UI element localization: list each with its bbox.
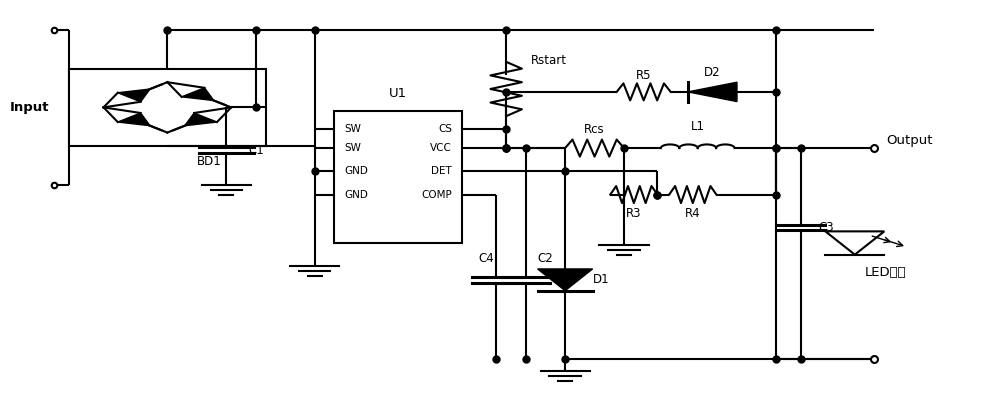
Text: VCC: VCC — [430, 143, 452, 153]
Text: SW: SW — [344, 143, 361, 153]
Text: Rstart: Rstart — [531, 54, 567, 67]
Text: CS: CS — [438, 124, 452, 134]
Polygon shape — [185, 113, 217, 126]
Text: R4: R4 — [685, 207, 701, 220]
Text: Rcs: Rcs — [584, 123, 605, 136]
Text: R5: R5 — [636, 69, 651, 82]
Polygon shape — [118, 113, 150, 126]
Text: D2: D2 — [704, 66, 721, 79]
Polygon shape — [182, 88, 214, 101]
Text: SW: SW — [344, 124, 361, 134]
Text: Output: Output — [886, 134, 933, 147]
Text: GND: GND — [344, 166, 368, 176]
FancyBboxPatch shape — [334, 111, 462, 243]
Text: LED负载: LED负载 — [865, 266, 906, 279]
Polygon shape — [118, 89, 150, 102]
Text: D1: D1 — [593, 273, 609, 286]
Text: DET: DET — [431, 166, 452, 176]
Text: GND: GND — [344, 189, 368, 200]
Text: BD1: BD1 — [197, 155, 222, 168]
Text: U1: U1 — [389, 87, 407, 100]
Text: C1: C1 — [248, 143, 264, 156]
Text: COMP: COMP — [421, 189, 452, 200]
Text: R3: R3 — [626, 207, 642, 220]
Text: C4: C4 — [479, 252, 494, 265]
Polygon shape — [688, 82, 737, 101]
Text: Input: Input — [10, 101, 50, 114]
Text: C3: C3 — [818, 221, 834, 234]
FancyBboxPatch shape — [69, 69, 266, 146]
Text: L1: L1 — [691, 120, 705, 133]
Text: C2: C2 — [538, 252, 553, 265]
Polygon shape — [538, 269, 593, 291]
